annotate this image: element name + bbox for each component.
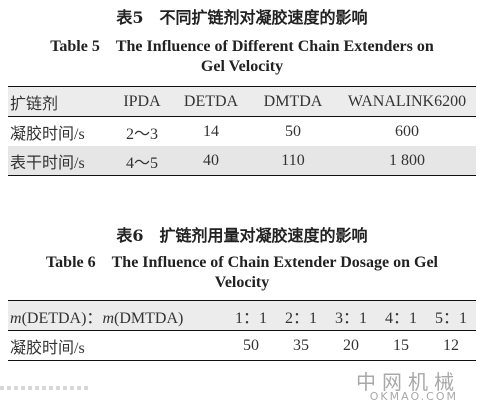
- watermark-en: OKMAO.COM: [369, 390, 458, 403]
- table5: 扩链剂 IPDA DETDA DMTDA WANALINK6200 凝胶时间/s…: [8, 86, 476, 176]
- detda-label: (DETDA)：: [21, 309, 103, 327]
- row-label: 表干时间/s: [8, 146, 110, 176]
- table-cell: 15: [376, 330, 426, 361]
- table-cell: 35: [276, 330, 326, 361]
- table6-header-cell: 3：1: [326, 300, 376, 331]
- table6-title-en-line1: Table 6 The Influence of Chain Extender …: [45, 254, 439, 271]
- table5-header-row: 扩链剂 IPDA DETDA DMTDA WANALINK6200: [8, 86, 476, 117]
- row-label: 凝胶时间/s: [10, 125, 85, 143]
- watermark-cn: 中网机械: [356, 370, 460, 394]
- table5-title-en-line2: Gel Velocity: [200, 58, 284, 75]
- table5-header-cell: IPDA: [110, 86, 174, 117]
- table-cell: 4～5: [110, 146, 174, 176]
- table-row: 凝胶时间/s 2～3 14 50 600: [8, 117, 476, 147]
- row-label: 凝胶时间/s: [8, 330, 226, 361]
- table5-title-cn: 表5 不同扩链剂对凝胶速度的影响: [116, 8, 368, 27]
- table-cell: 14: [203, 122, 219, 140]
- table-cell: 12: [426, 330, 476, 361]
- scan-artifact: [0, 386, 90, 390]
- table5-header-cell: 扩链剂: [8, 86, 110, 117]
- table6-header-row: m(DETDA)：m(DMTDA) 1：1 2：1 3：1 4：1 5：1: [8, 300, 476, 331]
- table-cell: 40: [174, 146, 248, 176]
- table-cell: 2～3: [125, 125, 158, 143]
- table6: m(DETDA)：m(DMTDA) 1：1 2：1 3：1 4：1 5：1 凝胶…: [8, 300, 476, 361]
- table5-header-cell: WANALINK6200: [338, 86, 476, 117]
- table6-title-en-line2: Velocity: [214, 274, 270, 291]
- table-cell: 1 800: [338, 146, 476, 176]
- table6-ratio-header: m(DETDA)：m(DMTDA): [8, 300, 226, 331]
- table6-title-cn: 表6 扩链剂用量对凝胶速度的影响: [116, 226, 368, 245]
- table6-header-cell: 4：1: [376, 300, 426, 331]
- table6-header-cell: 2：1: [276, 300, 326, 331]
- dmtda-label: (DMTDA): [114, 309, 184, 327]
- table-cell: 600: [395, 122, 419, 140]
- mass-symbol: m: [102, 309, 114, 327]
- table6-header-cell: 1：1: [226, 300, 276, 331]
- mass-symbol: m: [10, 309, 22, 327]
- table5-title-en-line1: Table 5 The Influence of Different Chain…: [50, 38, 434, 55]
- table-row: 表干时间/s 4～5 40 110 1 800: [8, 146, 476, 176]
- table5-header-cell: DMTDA: [248, 86, 338, 117]
- table-cell: 50: [226, 330, 276, 361]
- table6-header-cell: 5：1: [426, 300, 476, 331]
- table5-header-cell: DETDA: [174, 86, 248, 117]
- table-row: 凝胶时间/s 50 35 20 15 12: [8, 330, 476, 361]
- table-cell: 20: [326, 330, 376, 361]
- table-cell: 50: [285, 122, 301, 140]
- table-cell: 110: [248, 146, 338, 176]
